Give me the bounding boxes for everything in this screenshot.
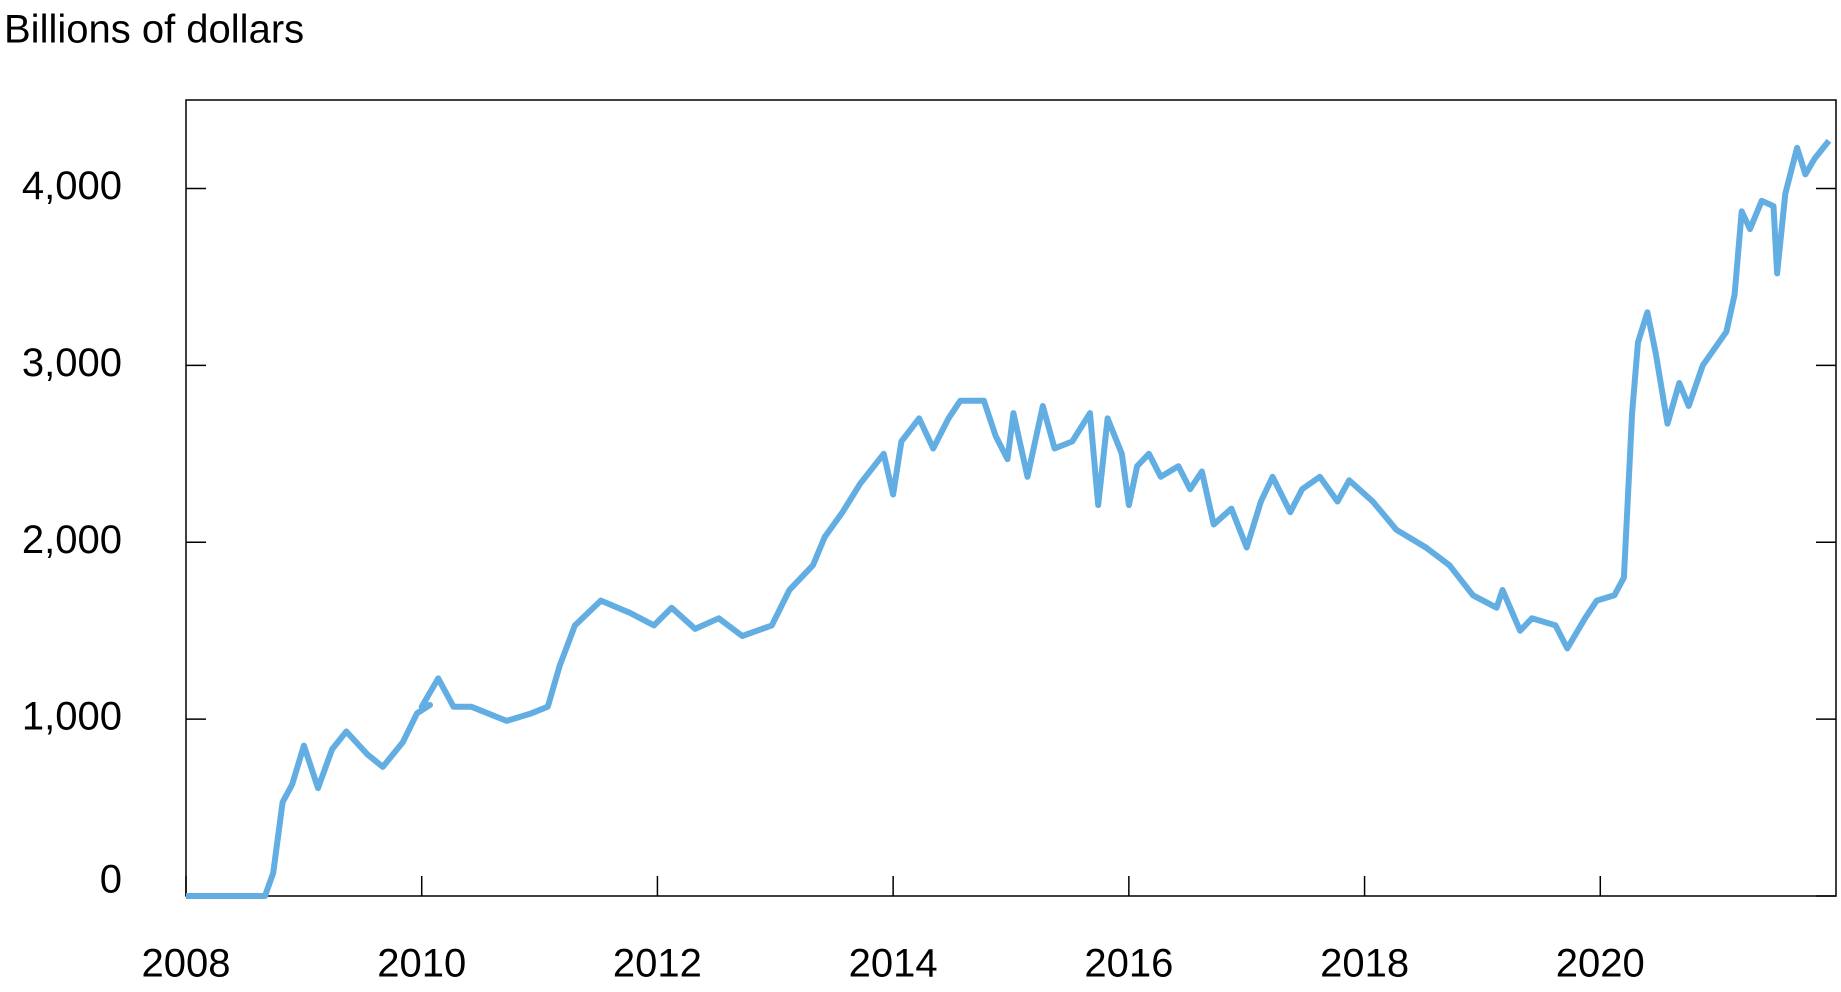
plot-frame (185, 99, 1837, 897)
x-tick-label: 2014 (849, 942, 938, 986)
x-tick-label: 2016 (1084, 942, 1173, 986)
data-line (186, 138, 1832, 899)
y-tick-label: 2,000 (22, 518, 122, 562)
x-tick-label: 2020 (1556, 942, 1645, 986)
y-tick-label: 1,000 (22, 695, 122, 739)
y-axis-label: Billions of dollars (4, 8, 304, 52)
y-tick-label: 4,000 (22, 164, 122, 208)
y-tick-label: 0 (100, 858, 122, 902)
y-tick-label: 3,000 (22, 341, 122, 385)
x-tick-label: 2010 (377, 942, 466, 986)
x-tick-label: 2008 (142, 942, 231, 986)
x-tick-label: 2012 (613, 942, 702, 986)
x-tick-label: 2018 (1320, 942, 1409, 986)
